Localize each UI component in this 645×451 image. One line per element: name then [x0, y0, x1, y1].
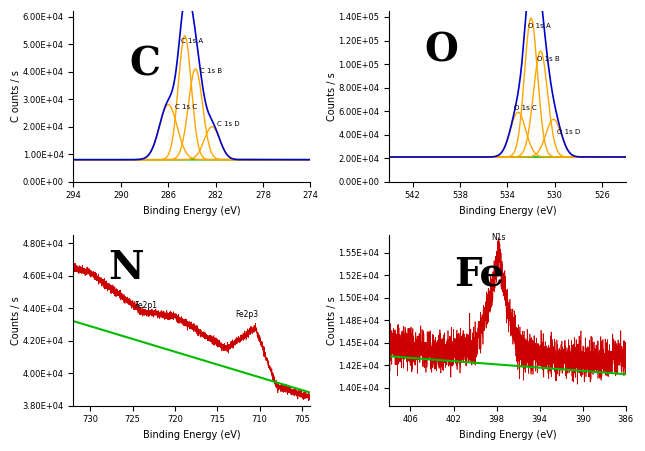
Y-axis label: Counts / s: Counts / s	[326, 72, 337, 121]
Text: N1s: N1s	[491, 233, 506, 242]
X-axis label: Binding Energy (eV): Binding Energy (eV)	[459, 206, 556, 216]
Text: C 1s A: C 1s A	[181, 38, 203, 44]
X-axis label: Binding Energy (eV): Binding Energy (eV)	[459, 430, 556, 440]
Y-axis label: Counts / s: Counts / s	[326, 296, 337, 345]
Y-axis label: C ounts / s: C ounts / s	[11, 70, 21, 122]
X-axis label: Binding Energy (eV): Binding Energy (eV)	[143, 430, 241, 440]
Text: O 1s B: O 1s B	[537, 56, 560, 62]
Text: C 1s C: C 1s C	[175, 104, 197, 110]
Text: N: N	[108, 249, 143, 287]
Text: Fe: Fe	[454, 255, 504, 294]
Text: Fe2p1: Fe2p1	[134, 301, 157, 310]
X-axis label: Binding Energy (eV): Binding Energy (eV)	[143, 206, 241, 216]
Text: O 1s D: O 1s D	[557, 129, 580, 135]
Text: O: O	[424, 32, 458, 69]
Y-axis label: Counts / s: Counts / s	[11, 296, 21, 345]
Text: C: C	[129, 45, 160, 83]
Text: Fe2p3: Fe2p3	[235, 310, 259, 319]
Text: O 1s A: O 1s A	[528, 23, 550, 29]
Text: C 1s D: C 1s D	[217, 121, 239, 127]
Text: C 1s B: C 1s B	[200, 69, 223, 74]
Text: O 1s C: O 1s C	[515, 105, 537, 111]
